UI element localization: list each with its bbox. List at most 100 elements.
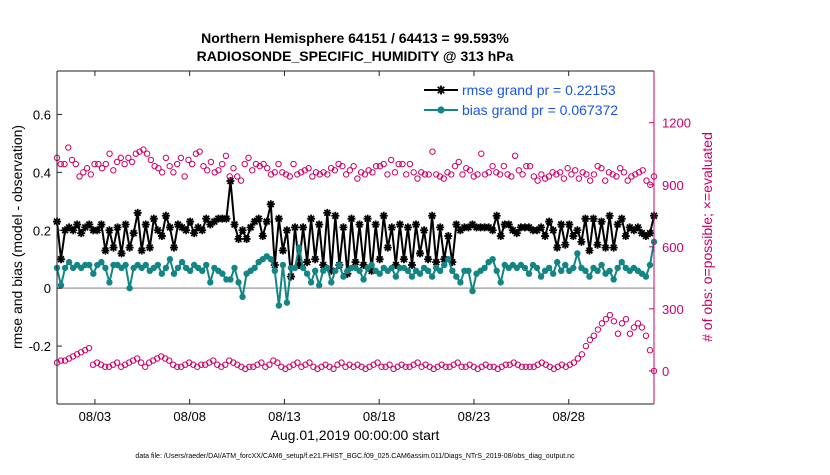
bias-point-109 [493,267,500,274]
chart-title-line2: RADIOSONDE_SPECIFIC_HUMIDITY @ 313 hPa [197,48,514,64]
possible-point-157 [643,177,650,184]
chart-title-line1: Northern Hemisphere 64151 / 64413 = 99.5… [201,30,509,46]
rmse-point-38 [206,220,215,229]
rmse-point-11 [97,220,106,229]
bias-point-110 [497,279,504,286]
rmse-point-36 [198,226,207,235]
rmse-point-56 [278,246,287,255]
rmse-point-49 [250,217,259,226]
rmse-point-13 [105,226,114,235]
possible-point-128 [534,177,541,184]
y-right-tick-label-0: 1200 [662,116,691,131]
possible-point-127 [530,173,538,180]
rmse-point-37 [202,214,211,223]
bias-point-13 [106,279,113,286]
bias-point-132 [586,273,593,280]
evaluated-point-117 [522,363,529,370]
possible-point-28 [158,169,166,176]
bias-point-93 [428,273,436,280]
bias-point-76 [360,276,367,283]
evaluated-point-90 [414,359,421,366]
rmse-point-48 [246,223,255,232]
bias-point-68 [328,279,335,286]
rmse-point-76 [359,261,368,270]
rmse-point-5 [73,220,82,229]
evaluated-point-137 [602,315,610,323]
possible-point-99 [425,171,432,178]
bias-point-90 [416,270,424,277]
rmse-point-138 [609,243,618,252]
possible-point-110 [466,167,474,174]
bias-point-102 [465,267,472,274]
rmse-point-20 [133,208,142,217]
evaluated-point-53 [266,361,273,368]
rmse-point-88 [407,261,416,270]
rmse-point-85 [395,220,404,229]
rmse-point-104 [472,223,481,232]
rmse-point-111 [500,220,509,229]
bias-point-78 [368,261,375,269]
y-right-tick-label-1: 900 [662,178,684,193]
possible-point-27 [155,165,162,172]
footer-data-file: data file: /Users/raeder/DAI/ATM_forcXX/… [135,453,575,460]
rmse-point-34 [190,229,199,238]
rmse-point-71 [339,223,348,232]
bias-point-18 [126,284,133,292]
bias-point-126 [562,261,569,269]
bias-point-54 [271,267,279,274]
rmse-point-25 [153,226,162,235]
rmse-point-143 [629,226,638,235]
possible-point-124 [519,171,526,178]
bias-point-17 [122,261,129,269]
rmse-point-15 [113,223,122,232]
rmse-point-41 [218,214,227,223]
evaluated-point-101 [458,363,465,370]
possible-point-19 [125,154,132,162]
bias-point-36 [199,267,206,274]
possible-point-47 [230,165,237,172]
rmse-point-136 [601,243,610,252]
evaluated-point-15 [113,359,121,366]
bias-point-43 [227,276,234,283]
evaluated-point-130 [574,355,582,362]
rmse-point-106 [480,223,489,232]
rmse-point-2 [61,226,70,235]
possible-point-48 [234,173,241,180]
legend-rmse-marker [436,85,446,95]
possible-point-119 [500,162,508,170]
rmse-point-62 [303,258,312,267]
rmse-point-123 [549,226,558,235]
y-left-tick-label-0: 0.6 [33,107,51,122]
y-left-tick-label-4: -0.2 [29,339,51,354]
evaluated-point-129 [570,359,578,366]
rmse-point-94 [432,258,441,267]
possible-point-151 [620,169,628,176]
rmse-point-97 [444,232,453,241]
rmse-point-53 [266,200,275,209]
evaluated-point-148 [646,347,654,354]
possible-point-112 [474,171,481,178]
evaluated-point-138 [606,311,614,319]
possible-point-15 [110,167,117,174]
bias-point-128 [570,264,577,272]
possible-point-51 [245,154,252,162]
bias-point-83 [388,264,396,272]
x-axis-label: Aug.01,2019 00:00:00 start [271,427,440,443]
evaluated-point-145 [634,320,642,327]
bias-point-131 [582,267,589,274]
bias-point-60 [295,244,303,251]
possible-point-50 [241,160,248,168]
rmse-point-3 [65,223,74,232]
x-tick-label-2: 08/13 [268,409,301,424]
rmse-point-112 [504,220,513,229]
possible-point-106 [451,162,459,170]
rmse-point-40 [214,214,223,223]
possible-point-10 [91,160,98,168]
bias-point-100 [457,279,464,286]
possible-point-138 [571,167,579,174]
rmse-point-101 [460,223,469,232]
rmse-point-8 [85,220,94,229]
rmse-point-115 [516,223,525,232]
rmse-point-98 [448,258,457,267]
